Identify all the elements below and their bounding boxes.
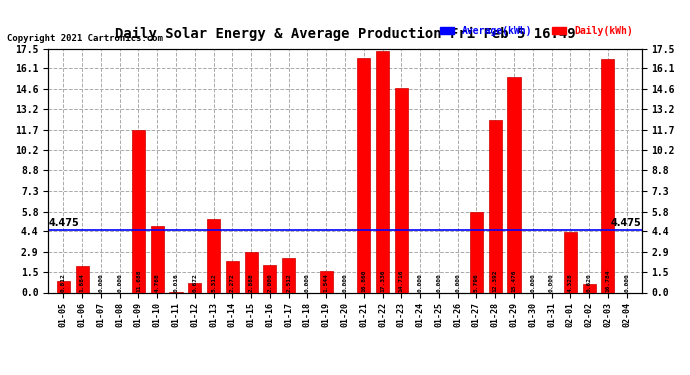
Text: 4.475: 4.475 bbox=[48, 218, 79, 228]
Text: Copyright 2021 Cartronics.com: Copyright 2021 Cartronics.com bbox=[7, 34, 163, 43]
Bar bbox=[395, 87, 408, 292]
Bar bbox=[244, 252, 257, 292]
Bar bbox=[582, 284, 595, 292]
Bar bbox=[207, 219, 220, 292]
Text: 0.000: 0.000 bbox=[436, 273, 442, 292]
Bar bbox=[132, 130, 145, 292]
Text: 0.000: 0.000 bbox=[342, 273, 348, 292]
Text: 0.620: 0.620 bbox=[586, 273, 591, 292]
Bar bbox=[264, 265, 277, 292]
Title: Daily Solar Energy & Average Production Fri Feb 5 16:49: Daily Solar Energy & Average Production … bbox=[115, 27, 575, 40]
Bar bbox=[564, 232, 577, 292]
Text: 4.475: 4.475 bbox=[611, 218, 642, 228]
Bar bbox=[226, 261, 239, 292]
Text: 15.476: 15.476 bbox=[511, 269, 517, 292]
Legend: Average(kWh), Daily(kWh): Average(kWh), Daily(kWh) bbox=[435, 22, 637, 40]
Text: 14.716: 14.716 bbox=[399, 269, 404, 292]
Text: 5.796: 5.796 bbox=[474, 273, 479, 292]
Text: 0.000: 0.000 bbox=[417, 273, 422, 292]
Text: 2.512: 2.512 bbox=[286, 273, 291, 292]
Bar bbox=[150, 226, 164, 292]
Bar bbox=[601, 59, 615, 292]
Text: 0.000: 0.000 bbox=[531, 273, 535, 292]
Bar bbox=[75, 266, 89, 292]
Text: 0.000: 0.000 bbox=[305, 273, 310, 292]
Text: 11.688: 11.688 bbox=[136, 269, 141, 292]
Text: 1.884: 1.884 bbox=[79, 273, 85, 292]
Text: 12.392: 12.392 bbox=[493, 269, 497, 292]
Text: 5.312: 5.312 bbox=[211, 273, 216, 292]
Text: 16.860: 16.860 bbox=[362, 269, 366, 292]
Text: 1.544: 1.544 bbox=[324, 273, 328, 292]
Bar bbox=[282, 258, 295, 292]
Text: 0.000: 0.000 bbox=[99, 273, 103, 292]
Bar bbox=[57, 281, 70, 292]
Bar bbox=[489, 120, 502, 292]
Text: 4.768: 4.768 bbox=[155, 273, 159, 292]
Text: 0.000: 0.000 bbox=[624, 273, 629, 292]
Text: 2.000: 2.000 bbox=[268, 273, 273, 292]
Text: 16.784: 16.784 bbox=[605, 269, 611, 292]
Text: 0.000: 0.000 bbox=[117, 273, 122, 292]
Text: 17.336: 17.336 bbox=[380, 269, 385, 292]
Bar bbox=[376, 51, 389, 292]
Bar bbox=[319, 271, 333, 292]
Text: 0.000: 0.000 bbox=[455, 273, 460, 292]
Text: 0.000: 0.000 bbox=[549, 273, 554, 292]
Bar bbox=[470, 212, 483, 292]
Text: 4.328: 4.328 bbox=[568, 273, 573, 292]
Bar bbox=[507, 77, 520, 292]
Text: 2.888: 2.888 bbox=[248, 273, 254, 292]
Bar bbox=[357, 58, 371, 292]
Bar bbox=[188, 283, 201, 292]
Text: 2.272: 2.272 bbox=[230, 273, 235, 292]
Text: 0.016: 0.016 bbox=[173, 273, 179, 292]
Text: 0.672: 0.672 bbox=[193, 273, 197, 292]
Text: 0.812: 0.812 bbox=[61, 273, 66, 292]
